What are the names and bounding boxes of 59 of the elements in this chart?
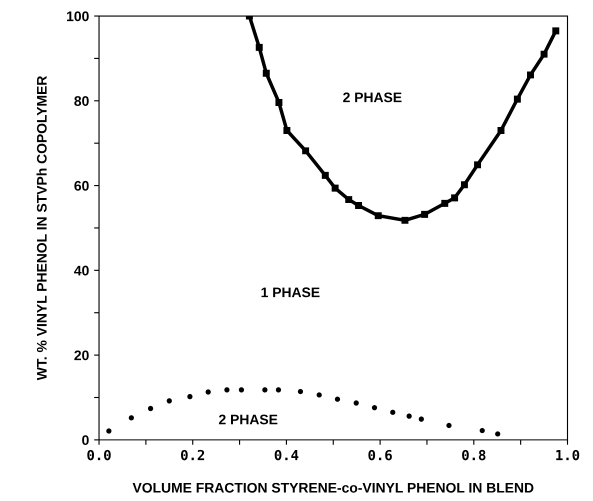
point [332, 184, 339, 192]
annotation: 2 PHASE [218, 414, 278, 424]
point [540, 50, 548, 58]
y-tick-label: 100 [67, 11, 89, 22]
point [224, 387, 230, 392]
point [206, 389, 211, 395]
point [283, 127, 290, 134]
point [527, 71, 534, 78]
point [334, 396, 340, 402]
point [390, 410, 396, 415]
point [498, 127, 504, 134]
point [262, 387, 268, 392]
point [441, 200, 448, 207]
y-tick-label: 40 [74, 266, 89, 276]
point [238, 387, 244, 392]
x-tick-label: 0.0 [87, 450, 111, 460]
point [316, 392, 322, 398]
y-tick-label: 0 [82, 435, 89, 446]
x-tick-label: 0.2 [181, 450, 204, 460]
point [298, 388, 304, 394]
point [372, 405, 378, 410]
point [322, 172, 329, 179]
point [552, 27, 560, 34]
point [406, 414, 412, 419]
point [480, 428, 485, 434]
point [451, 194, 458, 202]
point [256, 44, 263, 51]
point [374, 212, 382, 220]
y-tick-label: 60 [74, 180, 89, 191]
x-tick-label: 1.0 [556, 450, 580, 460]
x-axis-title: VOLUME FRACTION STYRENE-co-VINYL PHENOL IN BLEND [132, 482, 534, 493]
annotation: 2 PHASE [343, 92, 402, 102]
x-tick-label: 0.8 [462, 450, 486, 460]
point [354, 400, 359, 406]
point [275, 99, 282, 106]
point [421, 210, 428, 218]
point [474, 161, 482, 168]
point [187, 394, 193, 400]
x-tick-label: 0.4 [274, 450, 298, 460]
point [106, 428, 112, 434]
point [446, 422, 452, 428]
point [262, 70, 270, 77]
y-tick-label: 80 [74, 96, 89, 106]
point [302, 147, 310, 154]
point [418, 416, 424, 422]
point [401, 216, 408, 224]
x-tick-label: 0.6 [368, 450, 392, 460]
point [148, 406, 154, 412]
point [276, 387, 282, 392]
annotation: 1 PHASE [262, 287, 320, 298]
point [460, 181, 468, 188]
point [495, 431, 500, 437]
y-axis-title: WT. % VINYL PHENOL IN STVPh COPOLYMER [36, 76, 47, 380]
point [166, 398, 172, 404]
point [128, 415, 134, 420]
point [514, 96, 521, 103]
point [355, 202, 362, 209]
y-tick-label: 20 [74, 350, 89, 360]
point [345, 196, 352, 204]
